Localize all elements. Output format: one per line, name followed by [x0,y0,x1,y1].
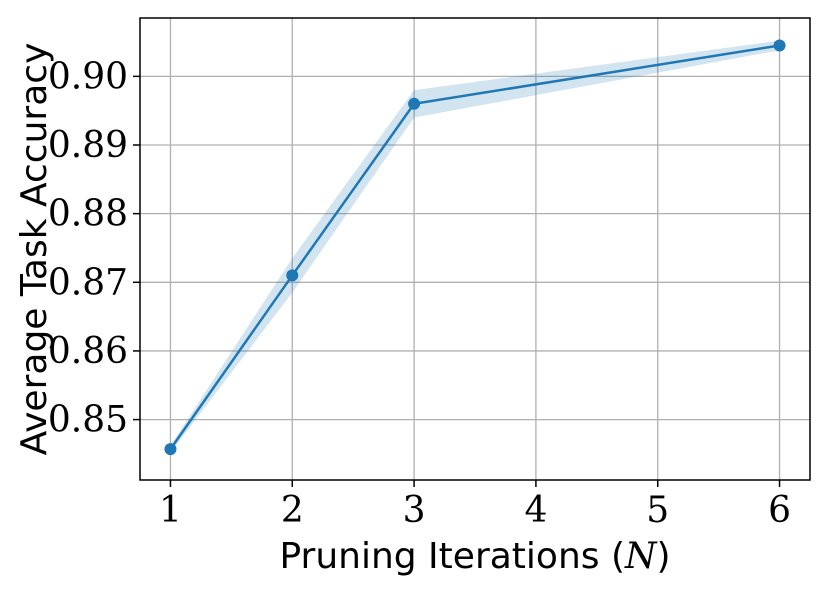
data-point [164,443,177,456]
x-tick-label: 4 [524,490,547,531]
grid [140,18,810,480]
x-tick-label: 1 [159,490,182,531]
data-points [164,39,786,456]
accuracy-confidence-band [170,40,780,453]
data-point [408,97,421,110]
y-axis-label: Average Task Accuracy [14,43,55,456]
y-tick-label: 0.88 [48,194,128,235]
x-axis-ticks: 1 2 3 4 5 6 [159,480,791,531]
data-point [773,39,786,52]
y-axis-ticks: 0.85 0.86 0.87 0.88 0.89 0.90 [48,56,140,441]
y-tick-label: 0.86 [48,331,128,372]
y-tick-label: 0.90 [48,56,128,97]
plot-frame [139,17,811,481]
y-tick-label: 0.89 [48,125,128,166]
x-tick-label: 5 [646,490,669,531]
data-point [286,269,299,282]
x-tick-label: 6 [768,490,791,531]
x-tick-label: 3 [403,490,426,531]
y-tick-label: 0.85 [48,400,128,441]
y-tick-label: 0.87 [48,262,128,303]
accuracy-line [169,44,780,450]
x-tick-label: 2 [281,490,304,531]
x-axis-label: Pruning Iterations (N) [279,536,670,577]
